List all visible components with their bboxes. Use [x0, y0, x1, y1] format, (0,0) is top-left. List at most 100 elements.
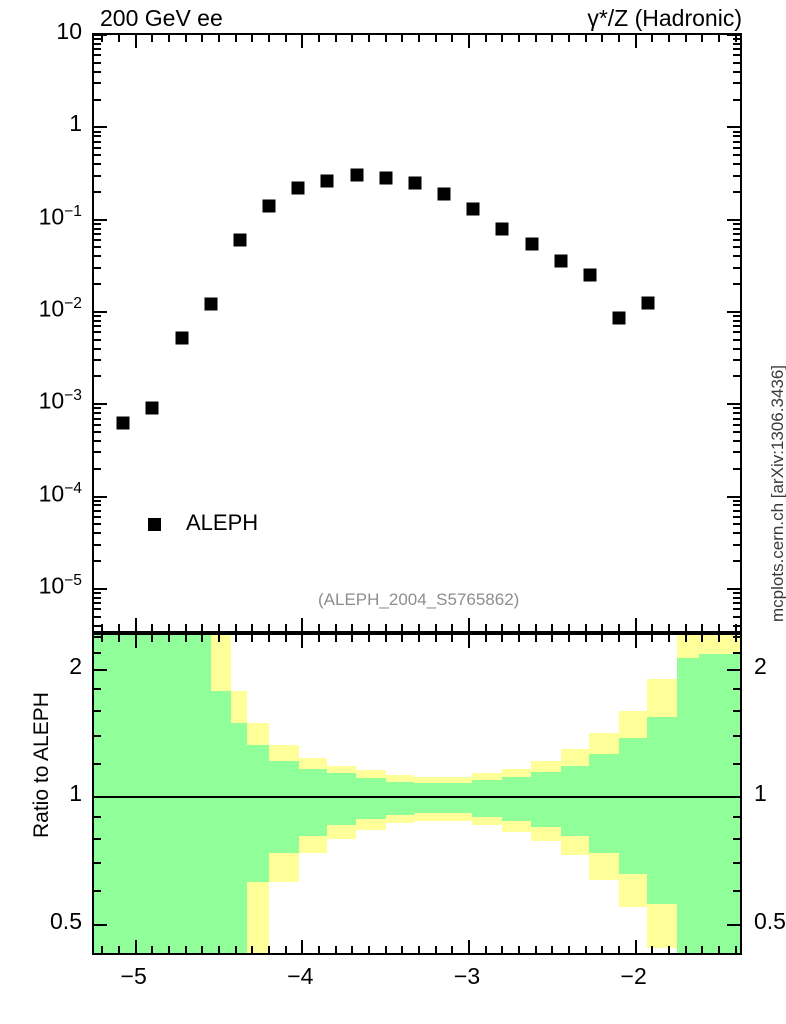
main-y-tick-minor-right [733, 227, 740, 230]
ratio-x-tick-minor [384, 635, 387, 642]
main-y-tick-minor-right [733, 338, 740, 341]
main-x-tick-minor [551, 35, 554, 42]
ratio-x-tick-major [468, 635, 470, 648]
main-y-tick-label: 10 [56, 18, 82, 44]
main-x-tick-major [468, 35, 470, 48]
ratio-x-tick-minor [684, 635, 687, 642]
data-point-marker [525, 237, 538, 251]
main-y-tick-minor-right [733, 509, 740, 512]
ratio-y-tick-label-right: 2 [754, 653, 767, 680]
ratio-x-tick-minor-bottom [418, 946, 420, 953]
main-y-tick-minor [94, 509, 101, 512]
main-x-tick-minor [401, 35, 404, 42]
main-x-tick-major-bottom [301, 618, 304, 631]
ratio-x-tick-minor-bottom [184, 946, 187, 953]
ratio-x-tick-minor [651, 635, 654, 642]
main-x-tick-minor-bottom [651, 624, 654, 631]
ratio-y-axis-title: Ratio to ALEPH [30, 692, 53, 838]
ratio-y-tick-label: 0.5 [50, 907, 82, 934]
main-x-tick-minor [184, 35, 187, 42]
main-y-tick-minor-right [733, 423, 740, 426]
main-y-tick-minor [94, 338, 101, 341]
main-y-tick-minor [94, 417, 101, 420]
main-y-tick-minor-right [733, 608, 740, 611]
main-y-tick-minor [94, 467, 101, 470]
data-point-marker [612, 311, 626, 325]
data-point-marker [291, 181, 305, 195]
ratio-x-tick-minor-bottom [368, 946, 370, 953]
ratio-x-tick-minor [151, 635, 154, 642]
x-tick-label: −3 [453, 963, 481, 989]
data-point-marker [204, 297, 218, 311]
main-x-tick-major-bottom [468, 618, 470, 631]
ratio-x-tick-minor [284, 635, 287, 642]
ratio-x-tick-minor [618, 635, 620, 642]
main-y-tick-minor-right [733, 407, 740, 410]
main-x-tick-minor-bottom [268, 624, 270, 631]
main-x-tick-minor [501, 35, 504, 42]
main-y-tick-minor-right [733, 523, 740, 526]
main-x-tick-minor-bottom [151, 624, 154, 631]
ratio-x-tick-minor-bottom [118, 946, 120, 953]
ratio-x-tick-minor [551, 635, 554, 642]
ratio-x-tick-minor [501, 635, 504, 642]
ratio-y-tick-major-right [727, 923, 740, 926]
ratio-plot-panel [92, 633, 742, 955]
ratio-band-inner [247, 745, 269, 883]
ratio-x-tick-minor [484, 635, 487, 642]
ratio-x-tick-minor-bottom [351, 946, 354, 953]
ratio-band-inner [299, 768, 328, 837]
main-y-tick-minor [94, 516, 101, 519]
main-y-tick-minor [94, 146, 101, 149]
main-y-tick-minor-right [733, 82, 740, 85]
main-x-tick-minor-bottom [434, 624, 437, 631]
main-y-tick-minor-right [733, 560, 740, 563]
ratio-x-tick-minor-bottom [451, 946, 454, 953]
main-y-tick-minor-right [733, 602, 740, 605]
main-y-tick-minor [94, 499, 101, 502]
main-y-tick-minor [94, 532, 101, 535]
data-point-marker [145, 401, 159, 415]
main-y-tick-minor-right [733, 359, 740, 362]
header-left-title: 200 GeV ee [100, 5, 223, 31]
main-x-tick-minor [701, 35, 704, 42]
main-x-tick-minor-bottom [201, 624, 204, 631]
main-y-tick-minor [94, 624, 101, 627]
ratio-band-inner [502, 776, 531, 821]
main-y-tick-minor [94, 283, 101, 286]
main-x-tick-minor [684, 35, 687, 42]
ratio-x-tick-minor-bottom [501, 946, 504, 953]
main-x-tick-minor-bottom [101, 624, 104, 631]
main-y-tick-minor [94, 70, 101, 73]
main-y-tick-minor-right [733, 431, 740, 434]
main-y-tick-minor-right [733, 504, 740, 507]
data-point-marker [495, 222, 509, 236]
main-y-tick-minor-right [733, 98, 740, 101]
ratio-x-tick-minor [434, 635, 437, 642]
main-x-tick-minor-bottom [518, 624, 520, 631]
main-x-tick-minor [234, 35, 237, 42]
main-x-tick-minor-bottom [368, 624, 370, 631]
ratio-band-inner [647, 716, 678, 905]
main-y-tick-minor [94, 54, 101, 57]
ratio-plot-area [94, 635, 740, 953]
main-plot-panel [92, 33, 742, 633]
ratio-y-tick-minor-right [733, 890, 740, 893]
main-y-tick-minor-right [733, 592, 740, 595]
main-y-tick-label: 10−4 [38, 479, 82, 507]
main-y-tick-minor-right [733, 451, 740, 454]
main-y-tick-major-right [727, 35, 740, 36]
ratio-y-tick-minor [94, 688, 101, 691]
ratio-x-tick-minor [218, 635, 220, 642]
ratio-x-tick-minor [401, 635, 404, 642]
legend-label-aleph: ALEPH [186, 510, 259, 535]
main-y-tick-major [94, 218, 107, 221]
main-y-tick-minor [94, 439, 101, 442]
main-x-tick-major [634, 35, 637, 48]
main-y-tick-label: 10−3 [38, 387, 82, 414]
data-point-marker [408, 176, 422, 190]
main-x-tick-minor-bottom [551, 624, 554, 631]
main-y-tick-minor-right [733, 283, 740, 286]
main-y-tick-minor [94, 266, 101, 269]
ratio-x-tick-minor-bottom [218, 946, 220, 953]
